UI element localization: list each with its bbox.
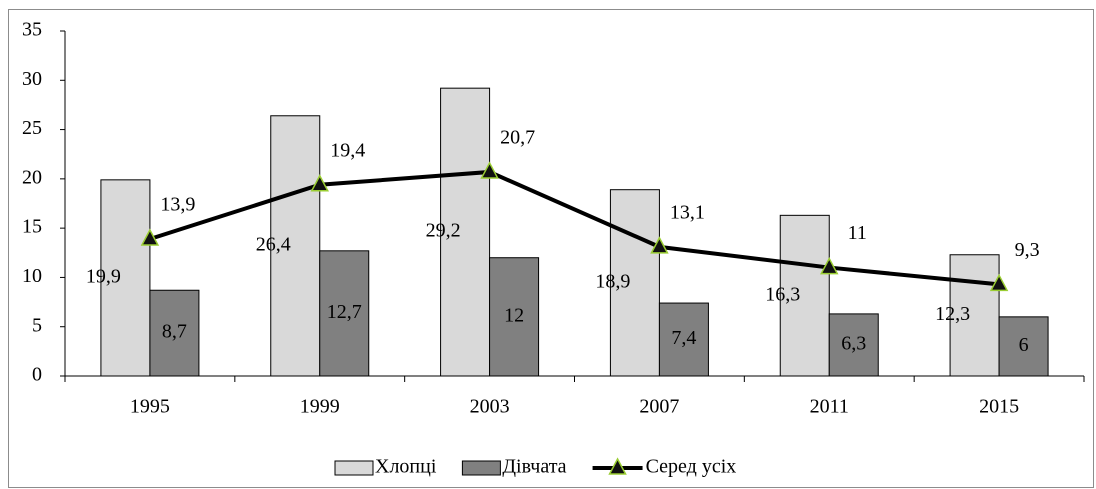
legend-label: Дівчата xyxy=(502,456,566,478)
data-label: 19,4 xyxy=(330,139,365,161)
x-tick-label: 2003 xyxy=(470,396,510,418)
data-label: 13,1 xyxy=(670,201,705,223)
line-marker xyxy=(989,273,1009,292)
data-label: 12,7 xyxy=(327,301,362,323)
data-label: 26,4 xyxy=(256,233,291,255)
legend-swatch xyxy=(608,457,627,475)
x-tick-label: 1999 xyxy=(300,396,340,418)
data-label: 12 xyxy=(504,304,524,326)
bar xyxy=(100,179,151,377)
x-tick-label: 2007 xyxy=(639,396,679,418)
chart-frame xyxy=(8,9,1094,488)
y-tick-label: 20 xyxy=(22,166,42,188)
bar xyxy=(609,189,660,377)
bar xyxy=(319,250,370,377)
bar xyxy=(779,214,830,377)
line-marker xyxy=(650,236,669,254)
bar xyxy=(828,313,879,377)
legend-swatch xyxy=(334,460,374,476)
x-tick-label: 2011 xyxy=(810,396,849,418)
bar xyxy=(149,289,200,377)
y-tick-label: 30 xyxy=(22,68,42,90)
y-tick-label: 0 xyxy=(32,364,42,386)
data-label: 20,7 xyxy=(500,127,535,149)
legend-swatch xyxy=(461,460,501,476)
bar xyxy=(949,254,1000,377)
y-tick-label: 15 xyxy=(22,216,42,238)
data-label: 11 xyxy=(848,222,867,244)
data-label: 16,3 xyxy=(765,283,800,305)
y-tick-label: 25 xyxy=(22,117,42,139)
data-label: 19,9 xyxy=(86,266,121,288)
bar xyxy=(658,302,709,377)
bar xyxy=(270,115,321,377)
x-tick-label: 2015 xyxy=(979,396,1019,418)
line-marker xyxy=(140,228,160,246)
line-marker xyxy=(310,174,329,192)
bar xyxy=(998,316,1049,377)
data-label: 29,2 xyxy=(426,220,461,242)
data-label: 6 xyxy=(1019,334,1029,356)
data-label: 7,4 xyxy=(671,327,696,349)
legend-label: Хлопці xyxy=(375,456,437,478)
data-label: 6,3 xyxy=(841,333,866,355)
data-label: 12,3 xyxy=(935,303,970,325)
y-tick-label: 35 xyxy=(22,19,42,41)
line-marker xyxy=(820,256,839,275)
line-marker xyxy=(480,161,499,179)
bar xyxy=(440,87,491,377)
data-label: 13,9 xyxy=(160,194,195,216)
bar xyxy=(489,257,540,377)
data-label: 9,3 xyxy=(1015,239,1040,261)
data-label: 18,9 xyxy=(595,270,630,292)
y-tick-label: 10 xyxy=(22,265,42,287)
line-series xyxy=(149,169,1000,287)
legend-label: Серед усіх xyxy=(646,456,737,478)
data-label: 8,7 xyxy=(162,321,187,343)
x-tick-label: 1995 xyxy=(130,396,170,418)
y-tick-label: 5 xyxy=(32,314,42,336)
